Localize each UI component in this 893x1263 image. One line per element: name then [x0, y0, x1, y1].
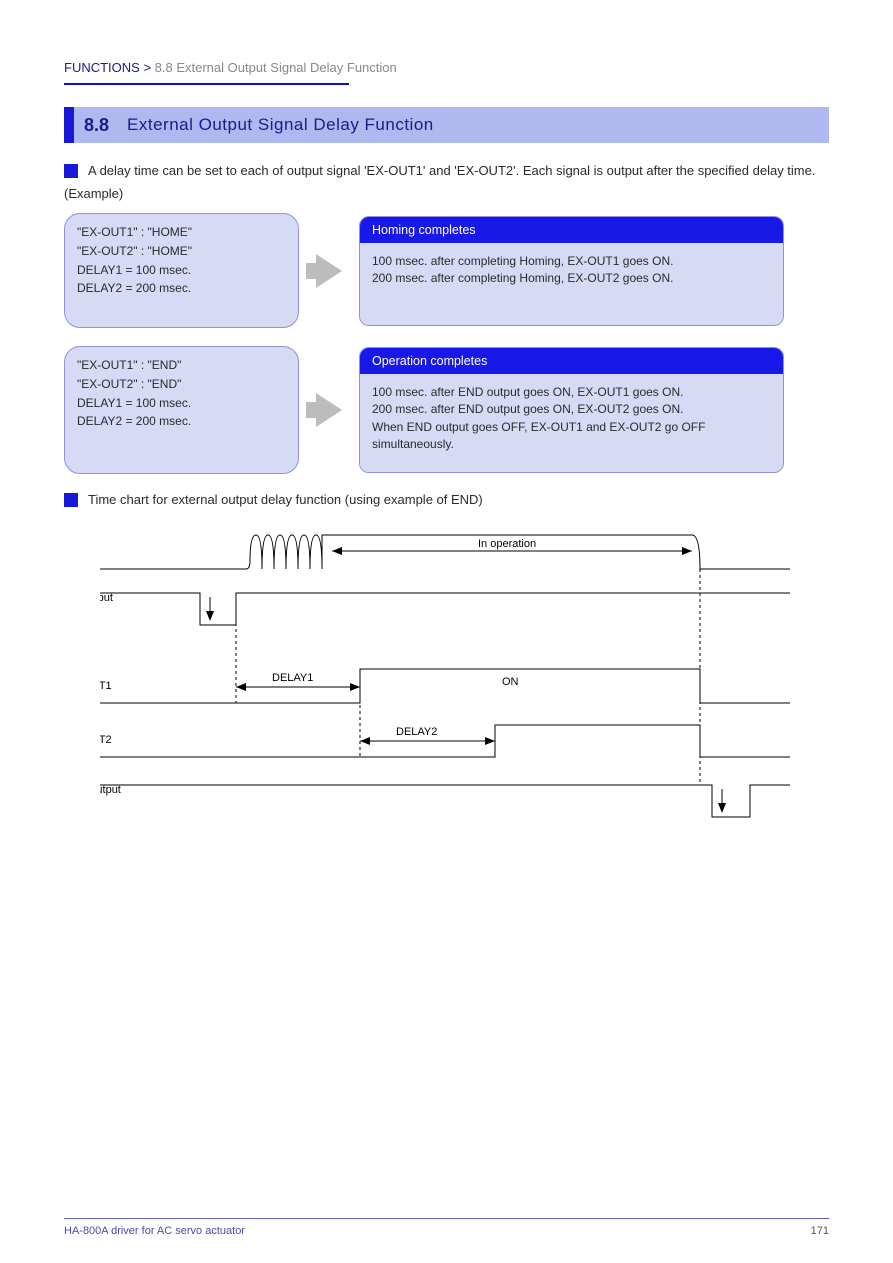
- scenario1-line3: DELAY2 = 200 msec.: [77, 280, 286, 297]
- timechart-label-text: Time chart for external output delay fun…: [88, 492, 483, 507]
- arrow-gap-2: [299, 393, 359, 427]
- scenario1-line1: "EX-OUT2" : "HOME": [77, 243, 286, 260]
- scenario-settings-2: "EX-OUT1" : "END" "EX-OUT2" : "END" DELA…: [64, 346, 299, 474]
- section-title: External Output Signal Delay Function: [127, 115, 434, 135]
- action-head-1: Homing completes: [360, 217, 783, 243]
- section-number: 8.8: [84, 115, 109, 136]
- bullet-icon: [64, 493, 78, 507]
- arrow-right-icon: [316, 393, 342, 427]
- section-tab: [64, 107, 74, 143]
- action-body-2-line2: When END output goes OFF, EX-OUT1 and EX…: [372, 419, 771, 454]
- footer-pagenum: 171: [811, 1225, 829, 1237]
- intro-text: A delay time can be set to each of outpu…: [88, 163, 815, 178]
- action-body-1: 100 msec. after completing Homing, EX-OU…: [360, 243, 783, 325]
- label-delay1: DELAY1: [272, 672, 313, 684]
- timing-diagram: Motor STR input EX-OUT1 EX-OUT2 END outp…: [100, 521, 790, 841]
- breadcrumb-rule: [64, 83, 349, 85]
- page-root: FUNCTIONS > 8.8 External Output Signal D…: [0, 0, 893, 1263]
- label-delay2: DELAY2: [396, 726, 437, 738]
- breadcrumb-parent: FUNCTIONS >: [64, 60, 155, 75]
- example-label: (Example): [64, 186, 829, 201]
- section-bar-body: 8.8 External Output Signal Delay Functio…: [74, 107, 829, 143]
- timing-diagram-svg: Motor STR input EX-OUT1 EX-OUT2 END outp…: [100, 521, 790, 841]
- label-on: ON: [502, 676, 519, 688]
- scenario1-line0: "EX-OUT1" : "HOME": [77, 224, 286, 241]
- action-body-2: 100 msec. after END output goes ON, EX-O…: [360, 374, 783, 472]
- action-body-1-line1: 200 msec. after completing Homing, EX-OU…: [372, 270, 771, 287]
- scenario2-line0: "EX-OUT1" : "END": [77, 357, 286, 374]
- scenario2-line2: DELAY1 = 100 msec.: [77, 395, 286, 412]
- scenario-row-1: "EX-OUT1" : "HOME" "EX-OUT2" : "HOME" DE…: [64, 213, 829, 328]
- label-end: END output: [100, 784, 121, 796]
- arrow-gap-1: [299, 254, 359, 288]
- timechart-heading: Time chart for external output delay fun…: [64, 492, 829, 507]
- section-heading-bar: 8.8 External Output Signal Delay Functio…: [64, 107, 829, 143]
- action-body-2-line0: 100 msec. after END output goes ON, EX-O…: [372, 384, 771, 401]
- scenario1-line2: DELAY1 = 100 msec.: [77, 262, 286, 279]
- footer-left: HA-800A driver for AC servo actuator: [64, 1225, 245, 1237]
- action-head-2: Operation completes: [360, 348, 783, 374]
- label-str: STR input: [100, 592, 113, 604]
- breadcrumb: FUNCTIONS > 8.8 External Output Signal D…: [64, 60, 829, 75]
- intro-row: A delay time can be set to each of outpu…: [64, 163, 829, 178]
- bullet-icon: [64, 164, 78, 178]
- page-footer: HA-800A driver for AC servo actuator 171: [64, 1218, 829, 1237]
- label-exout2: EX-OUT2: [100, 734, 112, 746]
- scenario-action-2: Operation completes 100 msec. after END …: [359, 347, 784, 473]
- action-body-1-line0: 100 msec. after completing Homing, EX-OU…: [372, 253, 771, 270]
- scenario-action-1: Homing completes 100 msec. after complet…: [359, 216, 784, 326]
- action-body-2-line1: 200 msec. after END output goes ON, EX-O…: [372, 401, 771, 418]
- breadcrumb-current: 8.8 External Output Signal Delay Functio…: [155, 60, 397, 75]
- scenario2-line1: "EX-OUT2" : "END": [77, 376, 286, 393]
- scenario-row-2: "EX-OUT1" : "END" "EX-OUT2" : "END" DELA…: [64, 346, 829, 474]
- label-in-operation: In operation: [478, 538, 536, 550]
- arrow-right-icon: [316, 254, 342, 288]
- scenario-settings-1: "EX-OUT1" : "HOME" "EX-OUT2" : "HOME" DE…: [64, 213, 299, 328]
- label-exout1: EX-OUT1: [100, 680, 112, 692]
- scenario2-line3: DELAY2 = 200 msec.: [77, 413, 286, 430]
